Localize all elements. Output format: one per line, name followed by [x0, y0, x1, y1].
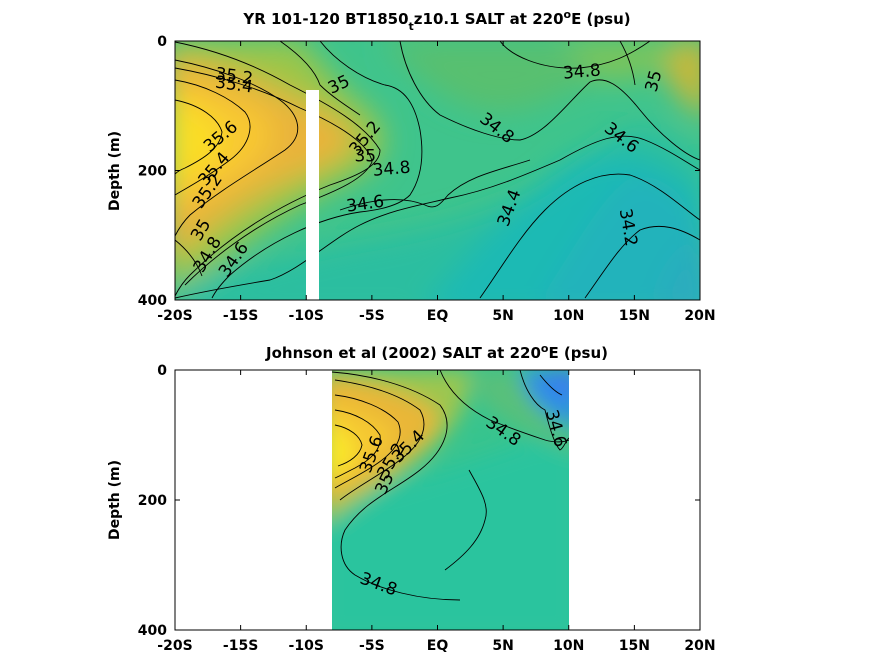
top-contour-label: 35 [354, 146, 376, 166]
bottom-y-axis: 0 200 400 [138, 363, 700, 639]
top-y-axis: 0 200 400 [138, 34, 700, 309]
bottom-x-tick-label: 10N [553, 638, 584, 654]
top-x-tick-label: EQ [427, 308, 449, 324]
bottom-y-axis-label: Depth (m) [107, 460, 123, 540]
bottom-y-tick-label: 0 [157, 363, 167, 379]
bottom-x-tick-label: 20N [684, 638, 715, 654]
top-x-tick-label: -15S [223, 308, 258, 324]
bottom-y-tick-label: 400 [138, 623, 167, 639]
bottom-x-tick-label: EQ [427, 638, 449, 654]
top-x-tick-label: 20N [684, 308, 715, 324]
bottom-y-tick-label: 200 [138, 493, 167, 509]
bottom-x-tick-label: -10S [289, 638, 324, 654]
top-y-tick-label: 400 [138, 293, 167, 309]
top-x-tick-label: -20S [157, 308, 192, 324]
top-contour-label: 34.8 [372, 158, 411, 181]
bottom-x-tick-label: -20S [157, 638, 192, 654]
top-x-tick-label: -5S [359, 308, 385, 324]
top-data-gap [306, 90, 319, 302]
top-contours [175, 41, 700, 299]
top-x-tick-label: 10N [553, 308, 584, 324]
top-title: YR 101-120 BT1850tz10.1 SALT at 220oE (p… [242, 8, 630, 33]
bottom-contours [332, 370, 569, 601]
bottom-x-tick-label: -15S [223, 638, 258, 654]
top-x-axis: -20S -15S -10S -5S EQ 5N 10N 15N 20N [157, 41, 716, 324]
bottom-x-axis: -20S -15S -10S -5S EQ 5N 10N 15N 20N [157, 370, 716, 654]
bottom-x-tick-label: -5S [359, 638, 385, 654]
top-contour-label: 34.8 [562, 60, 601, 83]
top-panel: YR 101-120 BT1850tz10.1 SALT at 220oE (p… [107, 8, 716, 324]
top-y-tick-label: 0 [157, 34, 167, 50]
top-x-tick-label: 15N [619, 308, 650, 324]
bottom-panel: Johnson et al (2002) SALT at 220oE (psu) [107, 342, 716, 654]
top-y-tick-label: 200 [138, 164, 167, 180]
top-x-tick-label: -10S [289, 308, 324, 324]
bottom-x-tick-label: 15N [619, 638, 650, 654]
top-y-axis-label: Depth (m) [107, 131, 123, 211]
bottom-title: Johnson et al (2002) SALT at 220oE (psu) [265, 342, 608, 362]
bottom-x-tick-label: 5N [492, 638, 513, 654]
top-x-tick-label: 5N [492, 308, 513, 324]
